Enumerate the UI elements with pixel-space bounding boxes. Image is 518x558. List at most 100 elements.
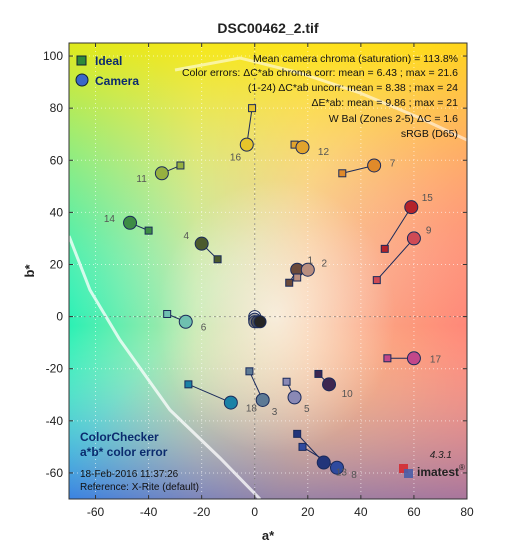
info-delta-e: ΔE*ab: mean = 9.86 ; max = 21 <box>311 97 458 109</box>
x-tick-label: 80 <box>460 505 474 519</box>
legend: Ideal Camera <box>75 54 139 88</box>
camera-marker-12 <box>295 140 310 155</box>
ideal-marker-6 <box>163 309 172 318</box>
camera-marker-11 <box>154 166 169 181</box>
camera-marker-3 <box>255 392 270 407</box>
info-color-space: sRGB (D65) <box>401 128 458 140</box>
ideal-marker-11 <box>176 161 185 170</box>
patch-label-13: 13 <box>336 467 348 478</box>
ideal-marker-15 <box>380 244 389 253</box>
gamut-boundary-top <box>174 56 467 142</box>
ideal-marker-4 <box>213 255 222 264</box>
patch-label-6: 6 <box>201 322 207 333</box>
y-tick-label: 100 <box>43 49 63 63</box>
camera-marker-18 <box>223 395 238 410</box>
patch-label-4: 4 <box>184 231 190 242</box>
error-line-18 <box>188 383 232 404</box>
timestamp: 18-Feb-2016 11:37:26 <box>80 469 179 480</box>
chart-title: DSC00462_2.tif <box>217 20 319 36</box>
ideal-marker-14 <box>144 226 153 235</box>
patch-label-15: 15 <box>422 193 434 204</box>
ideal-marker-1 <box>285 278 294 287</box>
data-marks <box>123 104 421 475</box>
patch-label-11: 11 <box>136 174 147 185</box>
camera-marker-17 <box>406 351 421 366</box>
info-white-balance: W Bal (Zones 2-5) ΔC = 1.6 <box>329 113 458 125</box>
patch-label-12: 12 <box>318 147 330 158</box>
ideal-marker-18 <box>184 380 193 389</box>
gamut-boundary-left <box>69 235 262 499</box>
ideal-marker-8 <box>298 442 307 451</box>
camera-marker-8 <box>329 460 344 475</box>
ideal-marker-10 <box>314 369 323 378</box>
x-tick-label: -60 <box>87 505 105 519</box>
version-label: 4.3.1 <box>430 450 452 461</box>
camera-marker-13 <box>316 455 331 470</box>
imatest-mark-icon <box>399 464 413 478</box>
patch-label-8: 8 <box>351 470 357 481</box>
axes: -60 -40 -20 0 20 40 60 80 -60 -40 -20 0 20 40 60 80 100 <box>43 42 474 519</box>
patch-label-5: 5 <box>304 404 310 415</box>
error-line-15 <box>384 206 412 250</box>
y-tick-label: 80 <box>50 101 64 115</box>
camera-marker-6 <box>178 314 193 329</box>
ideal-marker-5 <box>282 377 291 386</box>
patch-label-2: 2 <box>321 259 327 270</box>
patch-label-1: 1 <box>307 255 313 266</box>
patch-label-18: 18 <box>246 403 258 414</box>
y-tick-label: 60 <box>50 153 64 167</box>
ideal-marker-13 <box>293 429 302 438</box>
x-tick-label: 20 <box>301 505 315 519</box>
camera-marker-10 <box>322 377 337 392</box>
info-chroma-uncorr: (1-24) ΔC*ab uncorr: mean = 8.38 ; max =… <box>248 82 458 94</box>
patch-label-17: 17 <box>430 354 442 365</box>
ab-color-error-label: a*b* color error <box>80 445 168 459</box>
legend-ideal-label: Ideal <box>95 54 122 68</box>
reference-label: Reference: X-Rite (default) <box>80 482 199 493</box>
ideal-marker-9 <box>372 276 381 285</box>
ideal-marker-7 <box>338 169 347 178</box>
bottom-left-block: ColorChecker a*b* color error 18-Feb-201… <box>80 430 199 493</box>
ideal-marker-16 <box>248 104 257 113</box>
y-tick-label: 40 <box>50 205 64 219</box>
x-tick-label: -40 <box>140 505 158 519</box>
colorchecker-label: ColorChecker <box>80 430 159 444</box>
y-tick-label: -20 <box>46 362 64 376</box>
ideal-marker-3 <box>245 367 254 376</box>
y-axis-label: b* <box>22 264 37 278</box>
camera-marker-14 <box>123 215 138 230</box>
error-line-9 <box>376 238 415 281</box>
camera-marker-7 <box>367 158 382 173</box>
info-block: Mean camera chroma (saturation) = 113.8%… <box>182 53 458 140</box>
x-axis-label: a* <box>262 528 275 543</box>
camera-marker-24 <box>253 315 267 329</box>
patch-label-16: 16 <box>230 152 242 163</box>
x-tick-label: -20 <box>193 505 211 519</box>
ideal-marker-17 <box>383 354 392 363</box>
plot-frame <box>68 42 468 500</box>
camera-marker-16 <box>239 137 254 152</box>
legend-camera-label: Camera <box>95 74 139 88</box>
imatest-wordmark: imatest <box>417 465 459 479</box>
y-tick-label: -60 <box>46 466 64 480</box>
grid-lines <box>69 43 467 499</box>
patch-label-14: 14 <box>104 214 116 225</box>
imatest-logo: 4.3.1 imatest ® <box>399 450 465 479</box>
patch-label-10: 10 <box>342 389 354 400</box>
patch-label-7: 7 <box>390 159 396 170</box>
y-tick-label: 0 <box>56 310 63 324</box>
legend-camera-marker <box>75 73 89 87</box>
camera-marker-15 <box>404 200 419 215</box>
patch-label-9: 9 <box>426 225 432 236</box>
ideal-marker-2 <box>293 273 302 282</box>
camera-marker-9 <box>406 231 421 246</box>
info-mean-chroma: Mean camera chroma (saturation) = 113.8% <box>253 53 458 65</box>
patch-label-3: 3 <box>272 407 278 418</box>
x-tick-label: 60 <box>407 505 421 519</box>
y-tick-label: -40 <box>46 414 64 428</box>
registered-mark: ® <box>459 463 465 472</box>
legend-ideal-marker <box>76 55 87 66</box>
x-tick-label: 0 <box>251 505 258 519</box>
